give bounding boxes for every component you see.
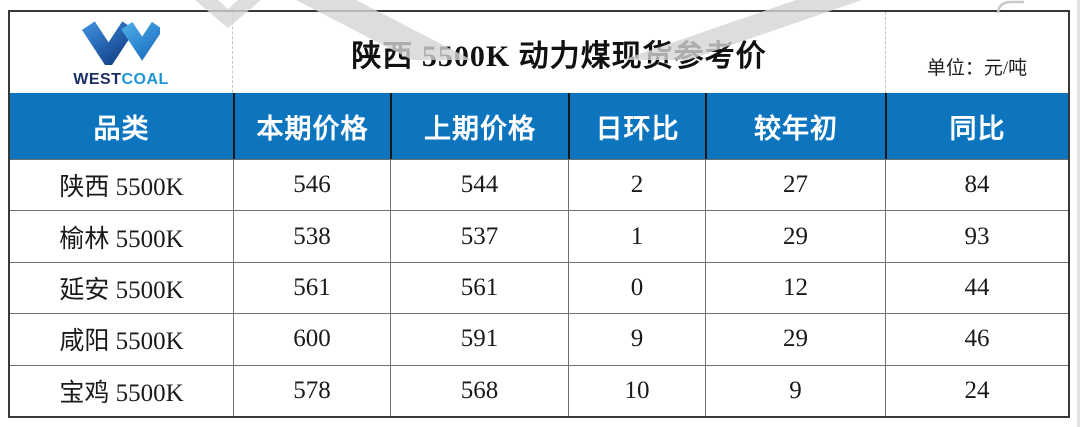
cell-category: 延安 5500K	[10, 261, 233, 313]
brand-name: WESTCOAL	[73, 72, 169, 88]
cell-current-price: 546	[233, 159, 390, 211]
cell-previous-price: 591	[390, 313, 568, 365]
cell-category: 宝鸡 5500K	[10, 364, 233, 416]
cell-ytd-change: 29	[705, 313, 885, 365]
cell-yoy-change: 24	[885, 364, 1068, 416]
page-title: 陕西 5500K 动力煤现货参考价	[351, 39, 767, 73]
col-header-dod-change: 日环比	[568, 93, 705, 159]
col-header-current-price: 本期价格	[233, 93, 390, 159]
cell-previous-price: 537	[390, 210, 568, 262]
cell-category: 榆林 5500K	[10, 210, 233, 261]
cell-dod-change: 10	[568, 364, 705, 416]
cell-category: 咸阳 5500K	[10, 313, 233, 364]
cell-previous-price: 568	[390, 364, 568, 416]
cell-category: 陕西 5500K	[10, 159, 233, 210]
cell-dod-change: 9	[568, 313, 705, 365]
cell-yoy-change: 44	[885, 261, 1068, 314]
cell-dod-change: 0	[568, 261, 705, 314]
cell-yoy-change: 46	[885, 313, 1068, 365]
cell-dod-change: 2	[568, 159, 705, 211]
cell-ytd-change: 29	[705, 210, 885, 262]
cell-current-price: 538	[233, 210, 390, 262]
cell-ytd-change: 27	[705, 159, 885, 211]
cell-dod-change: 1	[568, 210, 705, 262]
brand-name-west: WEST	[73, 71, 122, 88]
cell-current-price: 578	[233, 364, 390, 416]
cell-yoy-change: 84	[885, 159, 1068, 211]
cell-ytd-change: 12	[705, 261, 885, 314]
cell-previous-price: 561	[390, 261, 568, 314]
col-header-previous-price: 上期价格	[390, 93, 568, 159]
col-header-category: 品类	[10, 93, 233, 159]
cell-current-price: 561	[233, 261, 390, 314]
col-header-yoy-change: 同比	[885, 93, 1068, 159]
cell-previous-price: 544	[390, 159, 568, 211]
cell-yoy-change: 93	[885, 210, 1068, 262]
westcoal-logo-icon	[81, 17, 164, 71]
unit-label: 单位：元/吨	[885, 12, 1068, 93]
price-table: WESTCOAL 陕西 5500K 动力煤现货参考价 单位：元/吨 品类 本期价…	[8, 10, 1070, 418]
cell-ytd-change: 9	[705, 364, 885, 416]
col-header-ytd-change: 较年初	[705, 93, 885, 159]
brand-logo: WESTCOAL	[10, 12, 233, 93]
brand-name-coal: COAL	[121, 71, 169, 88]
cell-current-price: 600	[233, 313, 390, 365]
